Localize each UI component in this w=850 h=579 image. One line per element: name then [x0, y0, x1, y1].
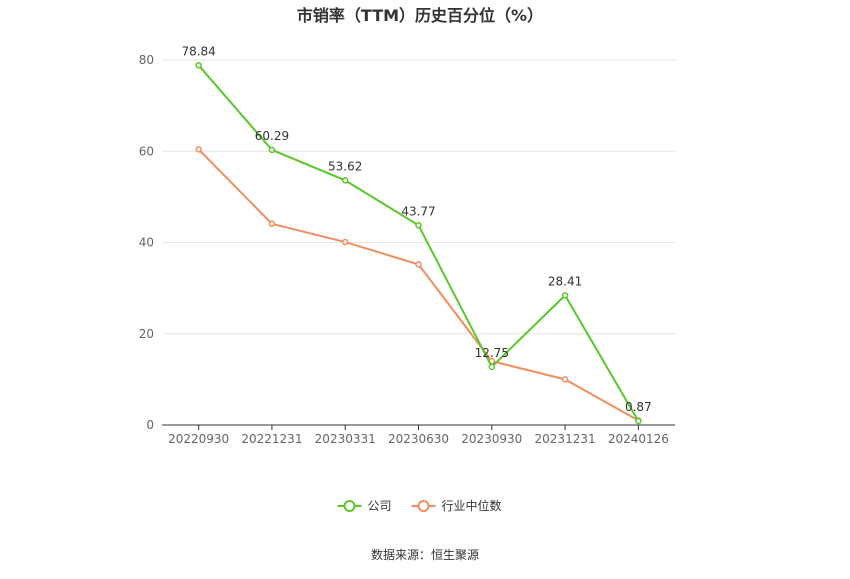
legend-label: 公司 — [368, 499, 392, 513]
y-tick-label: 40 — [139, 236, 154, 250]
data-point — [341, 177, 349, 184]
legend[interactable]: 公司 行业中位数 — [337, 498, 502, 513]
axes: 0 20 40 60 80 20220930 20221231 20230331 2023063… — [139, 53, 675, 446]
data-point — [561, 292, 569, 299]
data-point — [635, 417, 642, 425]
data-label: 60.29 — [255, 129, 289, 143]
data-label: 0.87 — [625, 400, 652, 414]
y-tick-label: 20 — [139, 327, 154, 341]
series-line-0 — [197, 64, 640, 422]
y-tick-label: 0 — [146, 418, 154, 432]
x-tick-label: 20230331 — [315, 432, 376, 446]
data-label: 28.41 — [548, 274, 582, 288]
legend-label: 行业中位数 — [442, 498, 502, 513]
chart-title: 市销率（TTM）历史百分位（%） — [297, 6, 543, 25]
data-point — [561, 376, 569, 383]
grid — [162, 59, 675, 335]
x-tick-label: 20240126 — [608, 432, 669, 446]
source-note: 数据来源：恒生聚源 — [371, 547, 479, 562]
legend-marker — [343, 500, 356, 512]
x-tick-label: 20220930 — [168, 432, 229, 446]
y-tick-label: 60 — [139, 144, 154, 158]
data-point — [195, 146, 202, 153]
legend-item-0[interactable]: 公司 — [337, 499, 392, 513]
y-tick-label: 80 — [139, 53, 154, 67]
data-label: 53.62 — [328, 159, 362, 173]
legend-item-1[interactable]: 行业中位数 — [411, 498, 502, 513]
data-point — [268, 220, 276, 228]
legend-marker — [417, 500, 430, 512]
data-point — [415, 222, 422, 229]
data-label: 78.84 — [181, 44, 215, 58]
data-labels: 78.84 60.29 53.62 43.77 12.75 28.41 0.87 — [181, 44, 651, 414]
data-point — [341, 238, 349, 246]
data-point — [195, 62, 202, 69]
x-tick-label: 20230930 — [461, 432, 522, 446]
series — [195, 62, 642, 425]
x-tick-label: 20221231 — [241, 432, 302, 446]
x-tick-label: 20231231 — [535, 432, 596, 446]
data-point — [488, 363, 496, 371]
x-tick-label: 20230630 — [388, 432, 449, 446]
data-point — [415, 261, 422, 268]
data-point — [268, 146, 276, 154]
data-label: 43.77 — [401, 204, 435, 218]
data-label: 12.75 — [475, 346, 509, 360]
